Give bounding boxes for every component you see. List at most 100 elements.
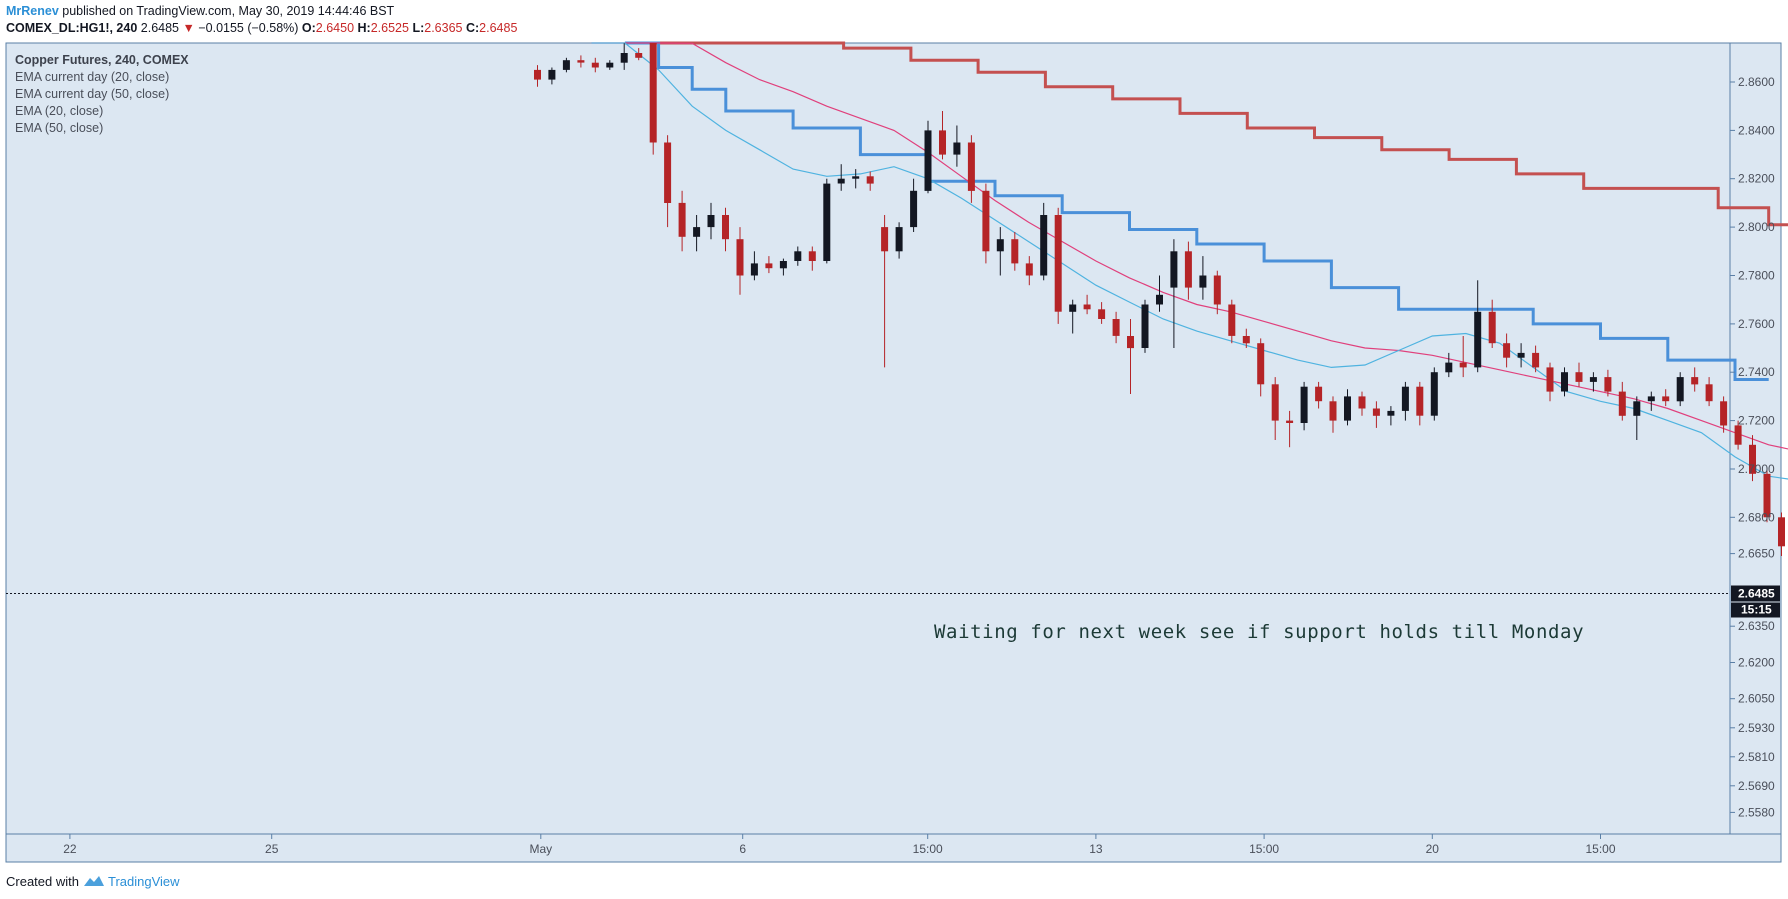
candle-body (1517, 352, 1525, 358)
ema-day-20-line (624, 41, 1769, 381)
time-axis-background[interactable] (5, 833, 1782, 863)
candle-body (1430, 372, 1438, 416)
time-tick-label: 15:00 (1249, 842, 1279, 856)
candle-body (1271, 384, 1279, 421)
candle-body (1416, 386, 1424, 416)
ema-20-line (591, 42, 1788, 480)
candle-body (1141, 304, 1149, 348)
candle-body (620, 53, 628, 63)
candle-body (823, 183, 831, 261)
candle-body (1170, 251, 1178, 288)
price-tick-label: 2.6800 (1738, 510, 1775, 524)
candle-body (1184, 251, 1192, 288)
candle-body (1618, 391, 1626, 416)
price-tick-label: 2.5930 (1738, 721, 1775, 735)
candle-body (1778, 517, 1785, 547)
legend-ema-day-20[interactable]: EMA current day (20, close) (15, 70, 170, 84)
price-tag-group: 2.6485 15:15 (1731, 585, 1780, 618)
candle-body (910, 190, 918, 228)
close-label: C: (465, 21, 480, 35)
price-axis-ticks: 2.8600 2.8400 2.8200 2.8000 2.7800 2.7600 2.74… (1730, 75, 1775, 819)
low-label: L: (412, 21, 425, 35)
price-tick-label: 2.8400 (1738, 123, 1775, 137)
candle-body (1112, 319, 1120, 336)
price-tick-label: 2.6050 (1738, 692, 1775, 706)
indicator-legend: Copper Futures, 240, COMEX EMA current d… (15, 52, 189, 137)
price-tick-label: 2.7000 (1738, 462, 1775, 476)
price-change: −0.0155 (−0.58%) (198, 21, 299, 35)
candle-body (577, 60, 585, 63)
candle-body (1228, 304, 1236, 336)
time-axis-ticks: 22 25 May 6 15:00 13 15:00 20 15:00 (63, 834, 1616, 856)
price-tick-label: 2.6650 (1738, 547, 1775, 561)
candle-body (924, 130, 932, 191)
candle-body (1691, 377, 1699, 385)
candle-body (794, 251, 802, 261)
ema-day-50-series (641, 41, 1788, 227)
time-tick-label: 20 (1426, 842, 1440, 856)
candle-body (1401, 386, 1409, 411)
candle-body (722, 215, 729, 240)
candle-body (1705, 384, 1713, 402)
ema-day-20-series (624, 41, 1769, 381)
publisher-username[interactable]: MrRenev (6, 4, 59, 18)
last-price: 2.6485 (140, 21, 179, 35)
candle-body (765, 263, 773, 269)
publisher-header: MrRenev published on TradingView.com, Ma… (6, 3, 394, 19)
candle-body (635, 53, 643, 58)
candle-body (693, 227, 701, 237)
symbol-ohlc-bar: COMEX_DL:HG1!, 240 2.6485 ▼ −0.0155 (−0.… (6, 20, 517, 36)
down-arrow-icon: ▼ (182, 21, 195, 35)
candle-body (1127, 336, 1134, 349)
candle-body (750, 263, 758, 276)
price-tick-label: 2.7400 (1738, 365, 1775, 379)
candle-body (779, 261, 787, 269)
candle-body (736, 239, 744, 276)
candle-body (1720, 401, 1728, 426)
time-tick-label: 6 (739, 842, 746, 856)
candle-body (1589, 377, 1597, 382)
price-tick-label: 2.6200 (1738, 656, 1775, 670)
open-label: O: (301, 21, 316, 35)
candle-body (1763, 473, 1771, 518)
candle-body (606, 62, 614, 68)
price-tick-label: 2.7200 (1738, 414, 1775, 428)
price-tick-label: 2.5690 (1738, 779, 1775, 793)
candle-body (1213, 275, 1221, 305)
legend-ema-20[interactable]: EMA (20, close) (15, 104, 104, 118)
candle-body (852, 176, 860, 179)
high-label: H: (357, 21, 371, 35)
published-info: published on TradingView.com, May 30, 20… (58, 4, 395, 18)
candle-body (1647, 396, 1655, 402)
candle-body (1286, 420, 1294, 423)
candle-body (881, 227, 889, 252)
candle-body (1242, 336, 1250, 344)
candle-body (996, 239, 1004, 252)
candle-body (1749, 444, 1756, 474)
candle-body (1344, 396, 1351, 421)
price-tick-label: 2.5580 (1738, 805, 1775, 819)
countdown-tag (1731, 602, 1780, 618)
legend-ema-50[interactable]: EMA (50, close) (15, 121, 104, 135)
time-tick-label: 15:00 (913, 842, 943, 856)
candle-body (591, 62, 599, 68)
candle-body (1445, 362, 1453, 373)
chart-pane-background (5, 42, 1731, 835)
ema-50-line (591, 42, 1788, 450)
chart-annotation-text[interactable]: Waiting for next week see if support hol… (934, 621, 1585, 643)
tradingview-brand-link[interactable]: TradingView (108, 874, 180, 889)
candle-body (1734, 425, 1742, 445)
candle-body (548, 69, 556, 80)
candle-body (1532, 352, 1540, 368)
price-tick-label: 2.8000 (1738, 220, 1775, 234)
ema-day-50-line (641, 41, 1788, 227)
close-value: 2.6485 (479, 21, 518, 35)
candle-body (1604, 377, 1612, 392)
price-tick-label: 2.8200 (1738, 172, 1775, 186)
legend-ema-day-50[interactable]: EMA current day (50, close) (15, 87, 170, 101)
candle-body (982, 190, 990, 252)
candle-body (562, 60, 570, 70)
price-tick-label: 2.7600 (1738, 317, 1775, 331)
legend-series-title[interactable]: Copper Futures, 240, COMEX (15, 53, 189, 67)
